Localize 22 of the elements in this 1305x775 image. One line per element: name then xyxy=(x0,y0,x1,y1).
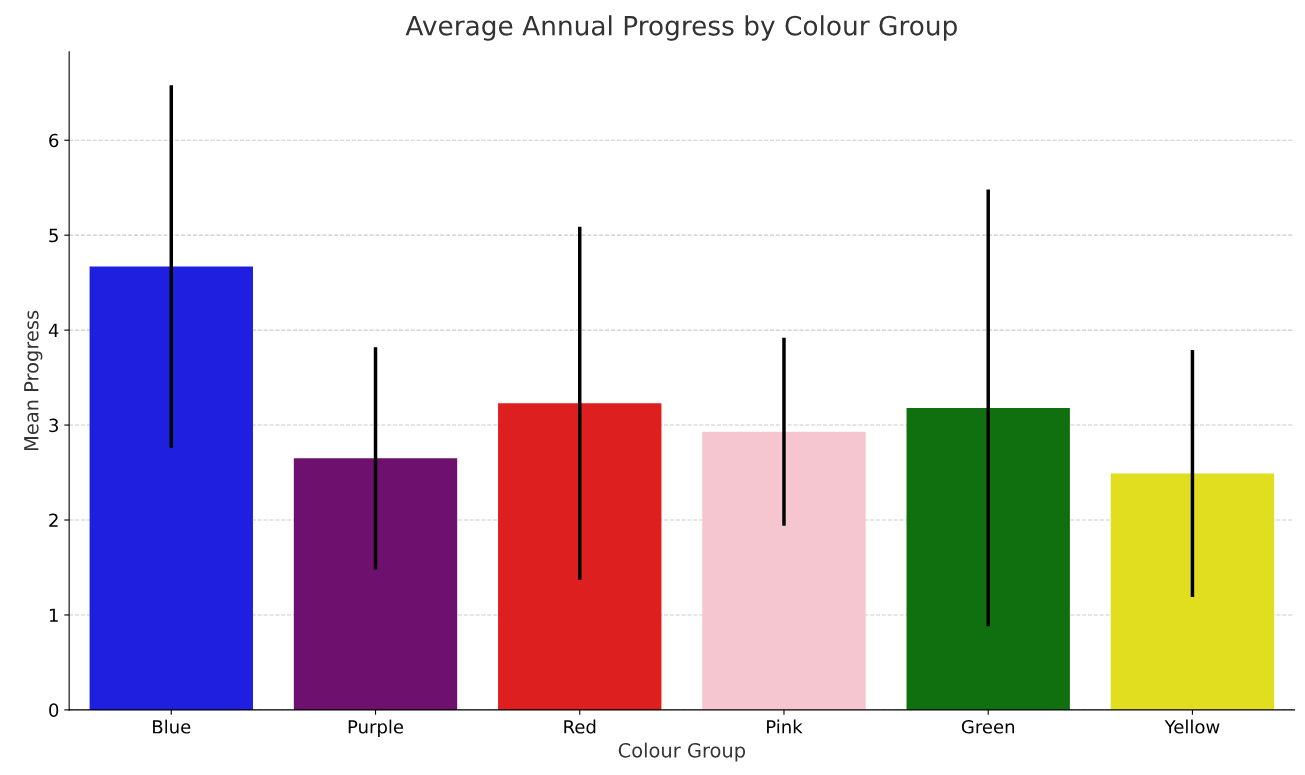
y-tick-label: 0 xyxy=(49,703,59,718)
chart-title: Average Annual Progress by Colour Group xyxy=(405,15,957,41)
bar xyxy=(702,431,866,710)
x-tick-label: Green xyxy=(961,719,1015,734)
x-axis-title: Colour Group xyxy=(618,742,746,762)
bar xyxy=(89,266,253,710)
y-tick-label: 6 xyxy=(49,133,59,148)
y-tick-label: 2 xyxy=(49,513,58,527)
x-tick-label: Yellow xyxy=(1164,719,1220,734)
y-tick-label: 3 xyxy=(49,418,58,433)
y-axis-title: Mean Progress xyxy=(24,310,43,451)
bar xyxy=(1110,473,1275,710)
bar xyxy=(498,403,662,710)
x-tick-label: Red xyxy=(564,719,596,734)
y-tick-label: 1 xyxy=(49,608,58,622)
x-tick-label: Purple xyxy=(348,719,404,738)
bar xyxy=(906,407,1070,710)
x-tick-label: Blue xyxy=(153,719,191,734)
y-tick-label: 4 xyxy=(48,323,59,337)
bar xyxy=(293,458,458,710)
y-tick-label: 5 xyxy=(49,228,58,243)
x-tick-label: Pink xyxy=(767,719,803,734)
